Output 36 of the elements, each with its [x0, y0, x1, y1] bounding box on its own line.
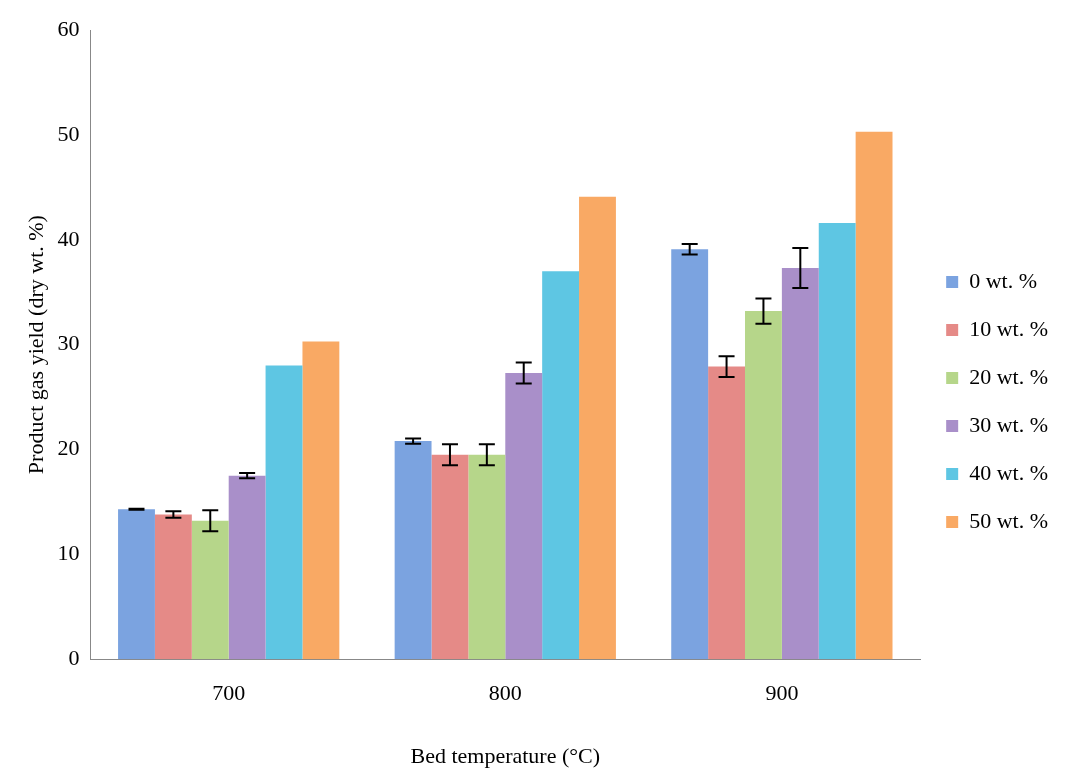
- x-tick-label: 900: [765, 680, 799, 706]
- y-tick-label: 30: [57, 330, 80, 356]
- y-tick-label: 60: [57, 15, 80, 41]
- bar: [394, 441, 432, 660]
- y-tick-label: 10: [57, 540, 80, 566]
- bar: [265, 365, 303, 660]
- bar: [118, 509, 155, 660]
- bar: [542, 271, 580, 660]
- bar: [431, 454, 469, 660]
- legend-label: 40 wt. %: [969, 459, 1048, 485]
- x-axis-title: Bed temperature (°C): [410, 742, 601, 768]
- legend-label: 20 wt. %: [969, 363, 1048, 389]
- x-tick-label: 700: [212, 680, 246, 706]
- y-axis-title: Product gas yield (dry wt. %): [22, 215, 48, 475]
- y-tick-label: 40: [57, 225, 80, 251]
- bar: [302, 341, 340, 660]
- bar: [505, 372, 543, 660]
- y-tick-label: 50: [57, 120, 80, 146]
- bar: [468, 454, 506, 660]
- bar: [781, 268, 819, 660]
- legend-label: 50 wt. %: [969, 507, 1048, 533]
- bar: [818, 222, 856, 660]
- bar: [228, 475, 266, 660]
- y-tick-label: 20: [57, 435, 80, 461]
- bar: [671, 249, 709, 660]
- bar: [191, 520, 229, 660]
- bar: [708, 366, 745, 660]
- x-tick-label: 800: [488, 680, 522, 706]
- legend-label: 10 wt. %: [969, 315, 1048, 341]
- bar: [745, 311, 782, 660]
- y-tick-label: 0: [68, 644, 80, 670]
- bar: [855, 131, 893, 660]
- legend-label: 30 wt. %: [969, 411, 1048, 437]
- bar: [154, 514, 192, 660]
- bar: [579, 196, 616, 660]
- legend-label: 0 wt. %: [969, 267, 1037, 293]
